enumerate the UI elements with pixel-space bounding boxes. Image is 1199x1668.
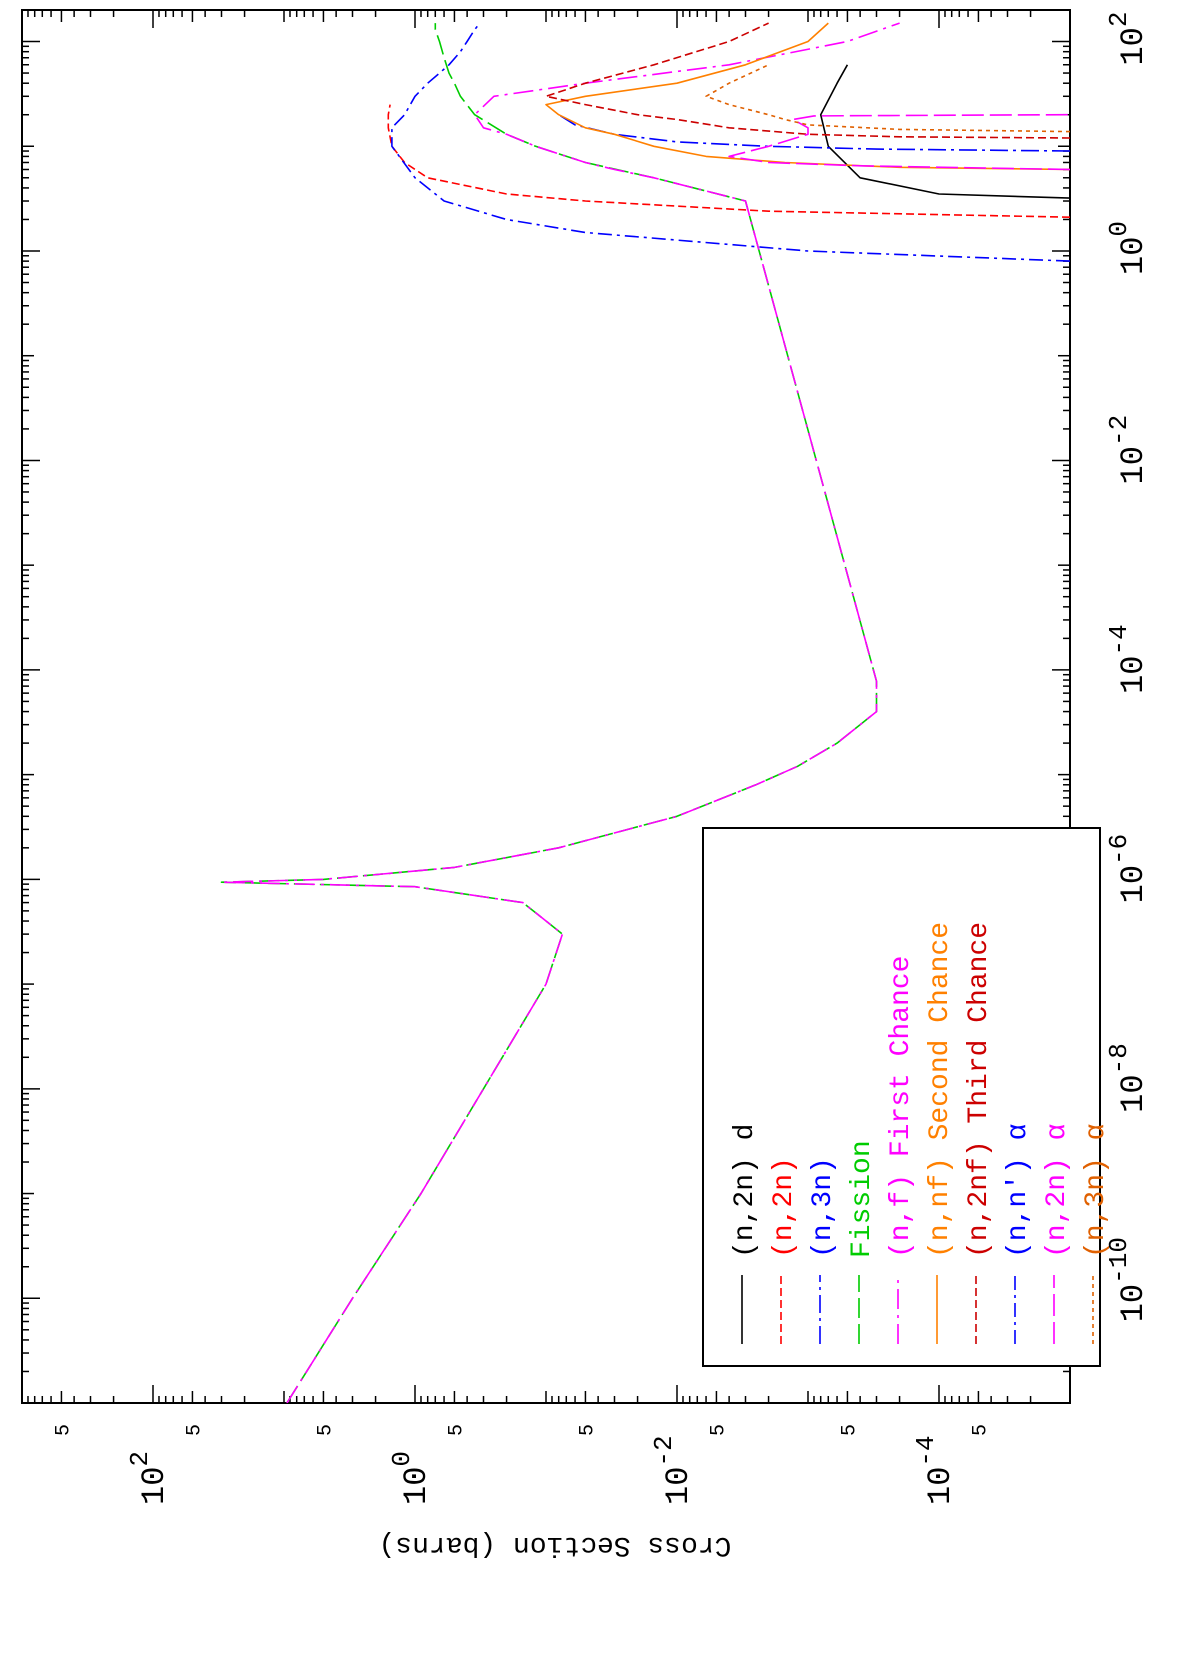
tick-exponent: -4: [911, 1435, 941, 1466]
y-minor-label-text: 5: [445, 1424, 468, 1436]
tick-base: 10: [1115, 27, 1152, 65]
y-tick-label: 10-2: [649, 1435, 697, 1505]
x-tick-label: 102: [1104, 12, 1152, 66]
legend-label: (n,2n) α: [1042, 1124, 1073, 1258]
legend-entry: (n,3n) α: [1081, 1124, 1112, 1258]
legend-entry: (n,nf) Second Chance: [925, 922, 956, 1258]
legend-entry: (n,2n): [769, 1157, 800, 1258]
series-line: [545, 22, 1070, 139]
x-tick-label-text: 102: [1104, 12, 1152, 66]
tick-base: 10: [922, 1467, 959, 1505]
series-line: [819, 64, 1070, 199]
x-tick-label: 10-10: [1104, 1237, 1152, 1322]
tick-exponent: 2: [125, 1451, 155, 1467]
x-tick-label: 10-4: [1104, 624, 1152, 694]
tick-exponent: -8: [1104, 1043, 1134, 1074]
tick-base: 10: [660, 1467, 697, 1505]
legend-entry: (n,2n) α: [1042, 1124, 1073, 1258]
legend-entry: (n,2nf) Third Chance: [964, 922, 995, 1258]
y-tick-label: 102: [125, 1451, 173, 1505]
y-tick-label-text: 100: [387, 1451, 435, 1505]
legend-label: Fission: [847, 1140, 878, 1258]
y-minor-label: 5: [52, 1424, 75, 1436]
y-minor-label: 5: [445, 1424, 468, 1436]
tick-base: 10: [1115, 655, 1152, 693]
tick-base: 10: [1115, 1284, 1152, 1322]
tick-base: 10: [398, 1467, 435, 1505]
x-tick-label-text: 10-2: [1104, 415, 1152, 485]
y-minor-label: 5: [183, 1424, 206, 1436]
x-tick-label: 10-2: [1104, 415, 1152, 485]
legend-label: (n,2n) d: [730, 1124, 761, 1258]
series-line: [705, 64, 1070, 133]
y-tick-label-text: 102: [125, 1451, 173, 1505]
y-axis-label: Cross Section (barns): [379, 1529, 732, 1560]
y-minor-label: 5: [576, 1424, 599, 1436]
legend-box: [702, 827, 1101, 1367]
tick-exponent: -6: [1104, 834, 1134, 865]
x-tick-label-text: 10-4: [1104, 624, 1152, 694]
x-tick-label: 10-8: [1104, 1043, 1152, 1113]
legend-label: (n,2n): [769, 1157, 800, 1258]
y-minor-label-text: 5: [576, 1424, 599, 1436]
tick-exponent: 0: [1104, 221, 1134, 237]
legend-label: (n,3n) α: [1081, 1124, 1112, 1258]
legend-label: (n,nf) Second Chance: [925, 922, 956, 1258]
y-minor-label-text: 5: [183, 1424, 206, 1436]
legend-entry: Fission: [847, 1140, 878, 1258]
series-curves: [220, 22, 1070, 1403]
x-tick-label-text: 10-10: [1104, 1237, 1152, 1322]
tick-base: 10: [136, 1467, 173, 1505]
legend-label: (n,3n): [808, 1157, 839, 1258]
x-tick-label: 10-6: [1104, 834, 1152, 904]
y-tick-label-text: 10-4: [911, 1435, 959, 1505]
y-minor-label: 5: [314, 1424, 337, 1436]
series-line: [545, 22, 1070, 171]
legend-entry: (n,f) First Chance: [886, 956, 917, 1258]
y-minor-label-text: 5: [52, 1424, 75, 1436]
tick-exponent: -2: [1104, 415, 1134, 446]
series-line: [558, 114, 1070, 152]
series-line: [387, 104, 1070, 218]
y-tick-label: 10-4: [911, 1435, 959, 1505]
y-minor-label: 5: [707, 1424, 730, 1436]
x-tick-label-text: 10-6: [1104, 834, 1152, 904]
series-line: [728, 113, 1070, 171]
y-minor-label-text: 5: [314, 1424, 337, 1436]
y-minor-label-text: 5: [707, 1424, 730, 1436]
series-line: [391, 22, 1070, 262]
x-tick-label-text: 100: [1104, 221, 1152, 275]
series-line: [220, 22, 900, 1403]
y-minor-label-text: 5: [838, 1424, 861, 1436]
y-minor-label: 5: [838, 1424, 861, 1436]
tick-exponent: -4: [1104, 624, 1134, 655]
legend-entry: (n,3n): [808, 1157, 839, 1258]
tick-base: 10: [1115, 237, 1152, 275]
y-tick-label: 100: [387, 1451, 435, 1505]
y-minor-label: 5: [969, 1424, 992, 1436]
x-tick-label: 100: [1104, 221, 1152, 275]
legend-label: (n,2nf) Third Chance: [964, 922, 995, 1258]
y-minor-label-text: 5: [969, 1424, 992, 1436]
tick-base: 10: [1115, 446, 1152, 484]
tick-base: 10: [1115, 865, 1152, 903]
tick-exponent: -10: [1104, 1237, 1134, 1284]
legend-label: (n,f) First Chance: [886, 956, 917, 1258]
legend: (n,2n) d (n,2n) (n,3n) Fission (n,f) First C…: [702, 827, 1112, 1367]
legend-entry: (n,2n) d: [730, 1124, 761, 1258]
legend-entry: (n,n') α: [1003, 1124, 1034, 1258]
tick-exponent: 0: [387, 1451, 417, 1467]
tick-base: 10: [1115, 1074, 1152, 1112]
legend-label: (n,n') α: [1003, 1124, 1034, 1258]
tick-exponent: -2: [649, 1435, 679, 1466]
y-tick-label-text: 10-2: [649, 1435, 697, 1505]
x-tick-label-text: 10-8: [1104, 1043, 1152, 1113]
tick-exponent: 2: [1104, 12, 1134, 28]
